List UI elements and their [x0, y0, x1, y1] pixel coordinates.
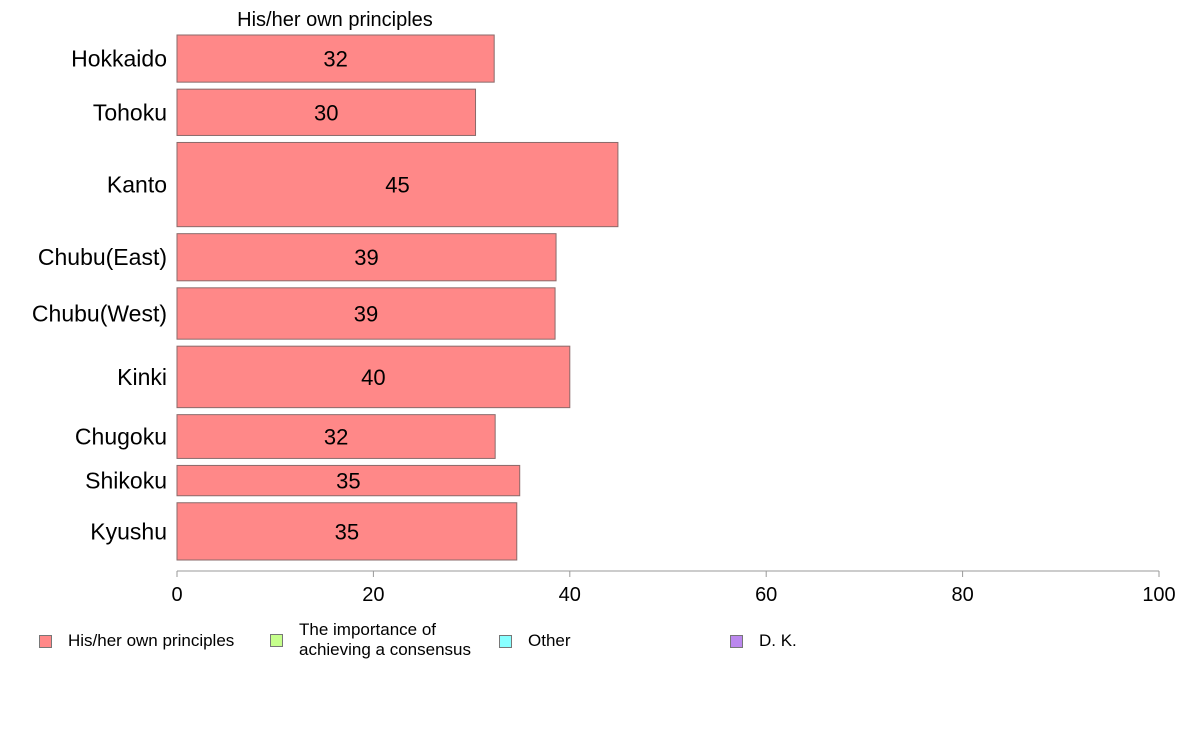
legend-label: D. K.	[759, 631, 797, 650]
bar	[176, 464, 521, 497]
legend-swatch	[730, 634, 743, 648]
category-label: Chubu(East)	[38, 244, 167, 270]
bar	[176, 345, 571, 409]
category-label: Kinki	[117, 364, 167, 390]
data-label: 39	[354, 245, 378, 270]
chart-title: His/her own principles	[237, 9, 433, 31]
x-tick-label: 0	[171, 584, 182, 606]
legend-item: Other	[499, 631, 571, 651]
bar	[176, 141, 619, 228]
chart: His/her own principles 32 Hokkaido 30 Tohoku…	[32, 9, 1176, 606]
legend-label: Other	[528, 631, 571, 650]
x-tick-label: 20	[362, 584, 384, 606]
bar	[176, 88, 477, 136]
legend-item: His/her own principles	[39, 631, 234, 651]
x-tick-label: 40	[559, 584, 581, 606]
data-label: 40	[361, 365, 385, 390]
x-tick-label: 100	[1142, 584, 1175, 606]
legend-swatch	[39, 634, 52, 648]
category-label: Shikoku	[85, 468, 167, 494]
legend-swatch	[270, 633, 283, 647]
legend-label: His/her own principles	[68, 631, 235, 650]
data-label: 32	[324, 425, 348, 450]
x-tick-label: 60	[755, 584, 777, 606]
data-label: 39	[354, 301, 378, 326]
bar	[176, 34, 495, 83]
category-label: Kyushu	[90, 518, 167, 544]
bar	[176, 233, 557, 282]
data-label: 45	[385, 173, 409, 198]
category-label: Tohoku	[93, 99, 167, 125]
data-label: 35	[336, 469, 360, 494]
legend: His/her own principles The importance of…	[0, 618, 1188, 668]
x-tick-label: 80	[951, 584, 973, 606]
category-label: Chubu(West)	[32, 300, 167, 326]
bar	[176, 287, 556, 340]
category-label: Hokkaido	[71, 46, 167, 72]
bar	[176, 414, 496, 459]
bar	[176, 502, 518, 561]
legend-label: The importance of achieving a consensus	[299, 620, 472, 659]
legend-item: D. K.	[730, 631, 797, 651]
data-label: 35	[335, 519, 359, 544]
legend-item: The importance of achieving a consensus	[270, 620, 471, 660]
category-label: Kanto	[107, 172, 167, 198]
legend-swatch	[499, 634, 512, 648]
category-label: Chugoku	[75, 424, 167, 450]
data-label: 30	[314, 100, 338, 125]
data-label: 32	[323, 47, 347, 72]
